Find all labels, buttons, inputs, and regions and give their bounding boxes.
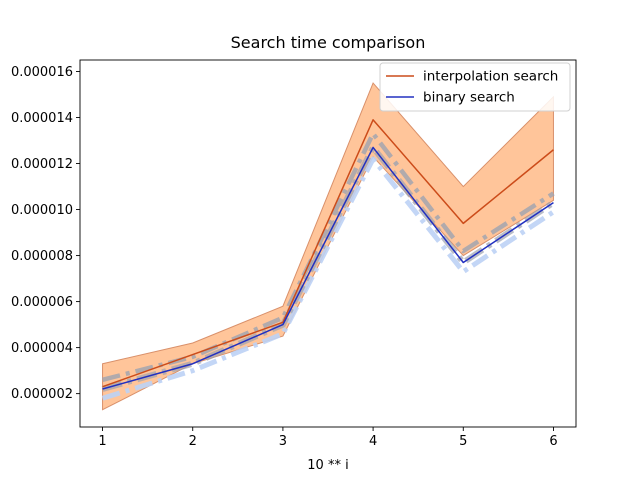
x-tick-label: 5	[459, 434, 467, 449]
x-tick-label: 2	[189, 434, 197, 449]
binary-search-line	[102, 146, 554, 390]
binary-search-band-lower-edge	[101, 156, 555, 401]
interpolation-search-line	[102, 119, 554, 388]
y-tick-label: 0.000014	[11, 111, 73, 126]
x-tick-label: 1	[98, 434, 106, 449]
x-axis-label: 10 ** i	[307, 458, 348, 473]
axes-frame	[79, 59, 577, 428]
y-tick-label: 0.000012	[11, 157, 73, 172]
chart-title: Search time comparison	[231, 33, 426, 52]
x-tick-label: 3	[279, 434, 287, 449]
y-tick-label: 0.000010	[11, 203, 73, 218]
y-tick-label: 0.000004	[11, 341, 73, 356]
y-tick-label: 0.000016	[11, 65, 73, 80]
y-tick-label: 0.000002	[11, 387, 73, 402]
plot-area	[101, 82, 556, 411]
x-tick-label: 6	[549, 434, 557, 449]
x-tick-label: 4	[369, 434, 377, 449]
axes: 1 2 3 4 5 6 0.000002 0.000004 0.000006 0.000008 0.…	[11, 59, 577, 449]
y-tick-label: 0.000006	[11, 295, 73, 310]
y-tick-label: 0.000008	[11, 249, 73, 264]
legend-label-interpolation-search: interpolation search	[423, 69, 558, 85]
legend-label-binary-search: binary search	[423, 90, 515, 106]
legend-box	[379, 62, 571, 112]
legend: interpolation search binary search	[379, 62, 571, 112]
